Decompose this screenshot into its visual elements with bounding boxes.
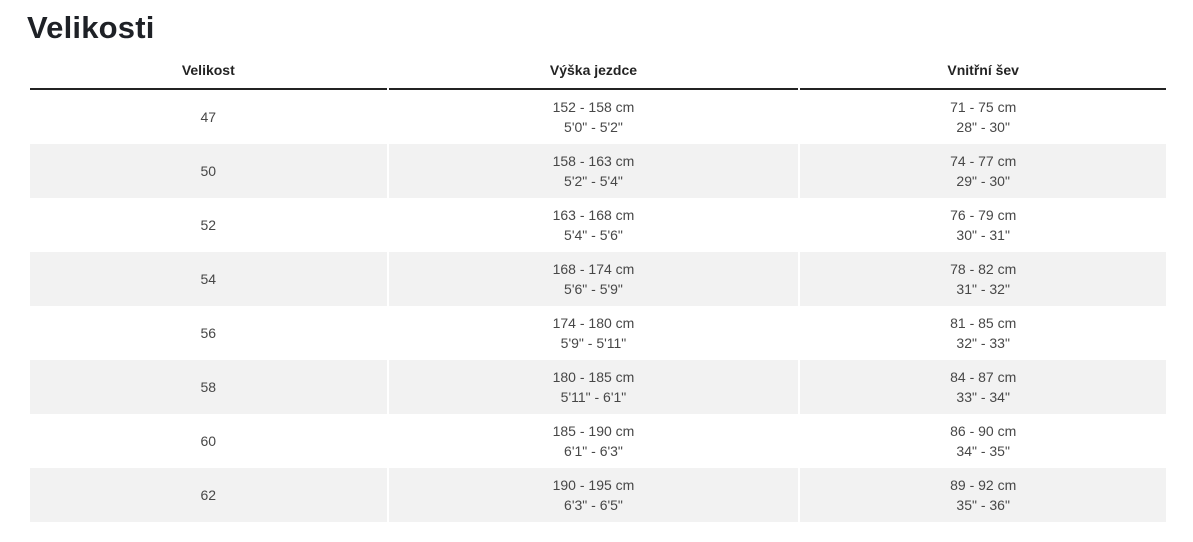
size-cell: 58 — [30, 360, 387, 414]
table-row: 47 152 - 158 cm 5'0" - 5'2" 71 - 75 cm 2… — [30, 90, 1166, 144]
table-row: 58 180 - 185 cm 5'11" - 6'1" 84 - 87 cm … — [30, 360, 1166, 414]
imperial-value: 5'6" - 5'9" — [564, 281, 623, 297]
table-row: 62 190 - 195 cm 6'3" - 6'5" 89 - 92 cm 3… — [30, 468, 1166, 522]
metric-value: 81 - 85 cm — [950, 315, 1017, 331]
size-cell: 54 — [30, 252, 387, 306]
metric-value: 71 - 75 cm — [950, 99, 1017, 115]
table-row: 56 174 - 180 cm 5'9" - 5'11" 81 - 85 cm … — [30, 306, 1166, 360]
inseam-cell: 74 - 77 cm 29" - 30" — [800, 144, 1166, 198]
metric-value: 158 - 163 cm — [552, 153, 635, 169]
inseam-cell: 71 - 75 cm 28" - 30" — [800, 90, 1166, 144]
size-cell: 47 — [30, 90, 387, 144]
imperial-value: 32" - 33" — [956, 335, 1010, 351]
metric-value: 168 - 174 cm — [552, 261, 635, 277]
column-header-size: Velikost — [30, 46, 387, 90]
size-cell: 56 — [30, 306, 387, 360]
column-header-rider-height: Výška jezdce — [388, 46, 799, 90]
table-row: 52 163 - 168 cm 5'4" - 5'6" 76 - 79 cm 3… — [30, 198, 1166, 252]
size-cell: 60 — [30, 414, 387, 468]
metric-value: 190 - 195 cm — [552, 477, 635, 493]
metric-value: 78 - 82 cm — [950, 261, 1017, 277]
imperial-value: 6'1" - 6'3" — [564, 443, 623, 459]
table-row: 60 185 - 190 cm 6'1" - 6'3" 86 - 90 cm 3… — [30, 414, 1166, 468]
rider-height-cell: 152 - 158 cm 5'0" - 5'2" — [388, 90, 799, 144]
inseam-cell: 84 - 87 cm 33" - 34" — [800, 360, 1166, 414]
imperial-value: 29" - 30" — [956, 173, 1010, 189]
page-title: Velikosti — [27, 10, 155, 45]
metric-value: 76 - 79 cm — [950, 207, 1017, 223]
size-chart-body: 47 152 - 158 cm 5'0" - 5'2" 71 - 75 cm 2… — [30, 90, 1166, 522]
metric-value: 174 - 180 cm — [552, 315, 635, 331]
inseam-cell: 89 - 92 cm 35" - 36" — [800, 468, 1166, 522]
column-header-inseam: Vnitřní šev — [800, 46, 1166, 90]
metric-value: 74 - 77 cm — [950, 153, 1017, 169]
imperial-value: 34" - 35" — [956, 443, 1010, 459]
metric-value: 89 - 92 cm — [950, 477, 1017, 493]
metric-value: 84 - 87 cm — [950, 369, 1017, 385]
rider-height-cell: 168 - 174 cm 5'6" - 5'9" — [388, 252, 799, 306]
table-row: 50 158 - 163 cm 5'2" - 5'4" 74 - 77 cm 2… — [30, 144, 1166, 198]
imperial-value: 33" - 34" — [956, 389, 1010, 405]
rider-height-cell: 180 - 185 cm 5'11" - 6'1" — [388, 360, 799, 414]
rider-height-cell: 158 - 163 cm 5'2" - 5'4" — [388, 144, 799, 198]
rider-height-cell: 185 - 190 cm 6'1" - 6'3" — [388, 414, 799, 468]
inseam-cell: 81 - 85 cm 32" - 33" — [800, 306, 1166, 360]
imperial-value: 35" - 36" — [956, 497, 1010, 513]
imperial-value: 28" - 30" — [956, 119, 1010, 135]
metric-value: 163 - 168 cm — [552, 207, 635, 223]
size-chart-table: Velikost Výška jezdce Vnitřní šev 47 152… — [28, 46, 1168, 522]
table-row: 54 168 - 174 cm 5'6" - 5'9" 78 - 82 cm 3… — [30, 252, 1166, 306]
imperial-value: 30" - 31" — [956, 227, 1010, 243]
size-cell: 62 — [30, 468, 387, 522]
imperial-value: 31" - 32" — [956, 281, 1010, 297]
imperial-value: 5'2" - 5'4" — [564, 173, 623, 189]
imperial-value: 5'9" - 5'11" — [560, 335, 627, 351]
rider-height-cell: 163 - 168 cm 5'4" - 5'6" — [388, 198, 799, 252]
header-row: Velikost Výška jezdce Vnitřní šev — [30, 46, 1166, 90]
imperial-value: 5'11" - 6'1" — [560, 389, 627, 405]
rider-height-cell: 174 - 180 cm 5'9" - 5'11" — [388, 306, 799, 360]
metric-value: 185 - 190 cm — [552, 423, 635, 439]
metric-value: 180 - 185 cm — [552, 369, 635, 385]
imperial-value: 6'3" - 6'5" — [564, 497, 623, 513]
inseam-cell: 76 - 79 cm 30" - 31" — [800, 198, 1166, 252]
size-chart-header: Velikost Výška jezdce Vnitřní šev — [30, 46, 1166, 90]
rider-height-cell: 190 - 195 cm 6'3" - 6'5" — [388, 468, 799, 522]
inseam-cell: 78 - 82 cm 31" - 32" — [800, 252, 1166, 306]
imperial-value: 5'0" - 5'2" — [564, 119, 623, 135]
imperial-value: 5'4" - 5'6" — [564, 227, 623, 243]
size-cell: 52 — [30, 198, 387, 252]
metric-value: 86 - 90 cm — [950, 423, 1017, 439]
metric-value: 152 - 158 cm — [552, 99, 635, 115]
inseam-cell: 86 - 90 cm 34" - 35" — [800, 414, 1166, 468]
size-cell: 50 — [30, 144, 387, 198]
